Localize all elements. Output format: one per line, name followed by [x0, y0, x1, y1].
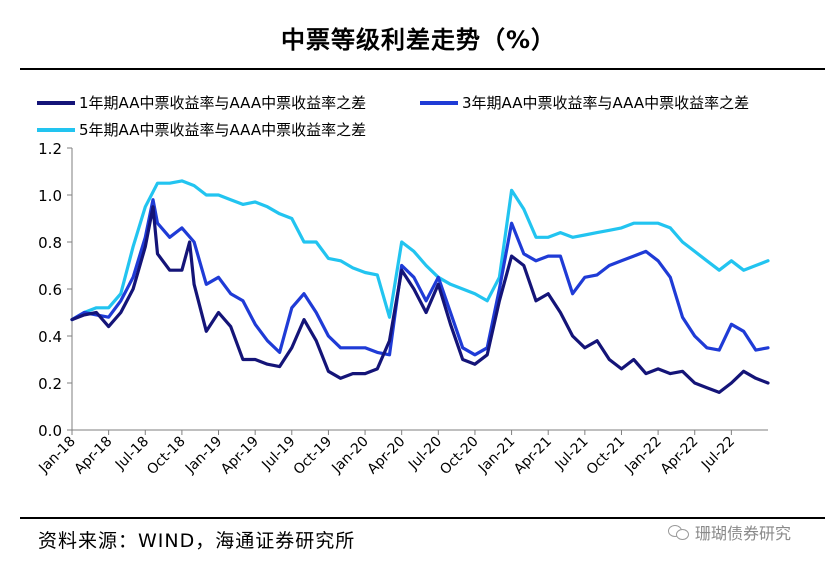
title-divider	[20, 68, 825, 70]
x-tick-label: Oct-18	[144, 434, 189, 479]
legend-swatch-3y	[420, 100, 458, 105]
legend-label-3y: 3年期AA中票收益率与AAA中票收益率之差	[462, 94, 750, 112]
legend-label-5y: 5年期AA中票收益率与AAA中票收益率之差	[79, 121, 367, 139]
y-tick-label: 0.4	[38, 328, 62, 346]
watermark-text: 珊瑚债券研究	[695, 524, 792, 543]
watermark: 珊瑚债券研究	[668, 520, 791, 544]
series-line-1y	[70, 205, 770, 394]
x-tick-label: Apr-20	[365, 434, 409, 478]
y-tick-label: 0.0	[38, 422, 62, 440]
x-tick-label: Apr-21	[511, 434, 555, 478]
wechat-icon	[668, 524, 690, 540]
x-tick-label: Jan-20	[328, 434, 371, 477]
y-tick-label: 1.0	[38, 187, 62, 205]
y-tick-label: 1.2	[38, 140, 62, 158]
x-tick-label: Jan-22	[621, 434, 664, 477]
x-tick-label: Jan-19	[182, 434, 225, 477]
source-note: 资料来源：WIND，海通证券研究所	[38, 530, 356, 552]
chart-title: 中票等级利差走势（%）	[280, 26, 557, 54]
x-tick-label: Jan-18	[35, 434, 78, 477]
legend-entry-3y: 3年期AA中票收益率与AAA中票收益率之差	[420, 92, 749, 113]
x-tick-label: Jan-21	[475, 434, 518, 477]
x-tick-label: Oct-20	[437, 434, 482, 479]
x-tick-label: Apr-18	[71, 434, 115, 478]
x-tick-label: Apr-19	[218, 434, 262, 478]
legend-swatch-5y	[37, 127, 75, 132]
x-tick-label: Apr-22	[658, 434, 702, 478]
x-tick-label: Jul-22	[698, 434, 738, 474]
legend-entry-5y: 5年期AA中票收益率与AAA中票收益率之差	[37, 119, 366, 140]
series-line-3y	[70, 198, 770, 357]
y-tick-label: 0.2	[38, 375, 62, 393]
y-tick-label: 0.6	[38, 281, 62, 299]
series-line-5y	[70, 179, 770, 322]
x-tick-label: Oct-21	[584, 434, 629, 479]
footer-divider	[20, 517, 825, 519]
legend-label-1y: 1年期AA中票收益率与AAA中票收益率之差	[79, 94, 367, 112]
y-tick-label: 0.8	[38, 234, 62, 252]
legend-entry-1y: 1年期AA中票收益率与AAA中票收益率之差	[37, 92, 366, 113]
legend-swatch-1y	[37, 100, 75, 105]
x-tick-label: Oct-19	[291, 434, 336, 479]
